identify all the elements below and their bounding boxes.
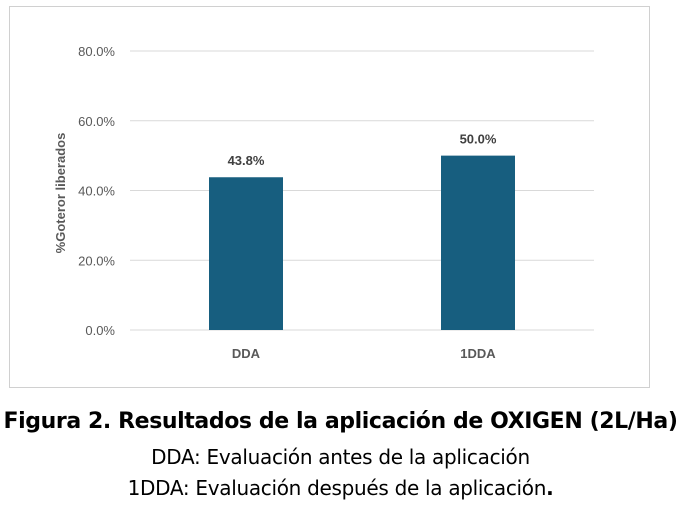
figure-caption-line-2-text: 1DDA: Evaluación después de la aplicació…	[127, 476, 547, 500]
y-tick-label: 20.0%	[78, 253, 115, 268]
y-tick-label: 60.0%	[78, 114, 115, 129]
y-tick-label: 80.0%	[78, 44, 115, 59]
y-axis-title: %Goteror liberados	[53, 133, 68, 254]
data-label: 43.8%	[228, 153, 265, 168]
chart-frame: 0.0% 20.0% 40.0% 60.0% 80.0% 43.8% DDA 50.0% 1DD…	[9, 6, 650, 388]
figure-caption-title: Figura 2. Resultados de la aplicación de…	[3, 409, 678, 434]
bar-dda	[209, 177, 283, 330]
figure-caption-line-2-period: .	[546, 476, 554, 500]
y-tick-label: 40.0%	[78, 184, 115, 199]
y-tick-label: 0.0%	[85, 323, 115, 338]
figure-caption-line-2: 1DDA: Evaluación después de la aplicació…	[0, 476, 681, 500]
data-label: 50.0%	[460, 132, 497, 147]
bar-1dda	[441, 155, 515, 330]
labels: 0.0% 20.0% 40.0% 60.0% 80.0% 43.8% DDA 50.0% 1DD…	[78, 44, 497, 361]
figure-caption-line-1: DDA: Evaluación antes de la aplicación	[151, 445, 530, 469]
gridlines	[130, 50, 594, 331]
x-tick-label: 1DDA	[460, 346, 496, 361]
bar-chart: 0.0% 20.0% 40.0% 60.0% 80.0% 43.8% DDA 50.0% 1DD…	[53, 44, 594, 361]
x-tick-label: DDA	[232, 346, 261, 361]
bars	[209, 155, 515, 330]
